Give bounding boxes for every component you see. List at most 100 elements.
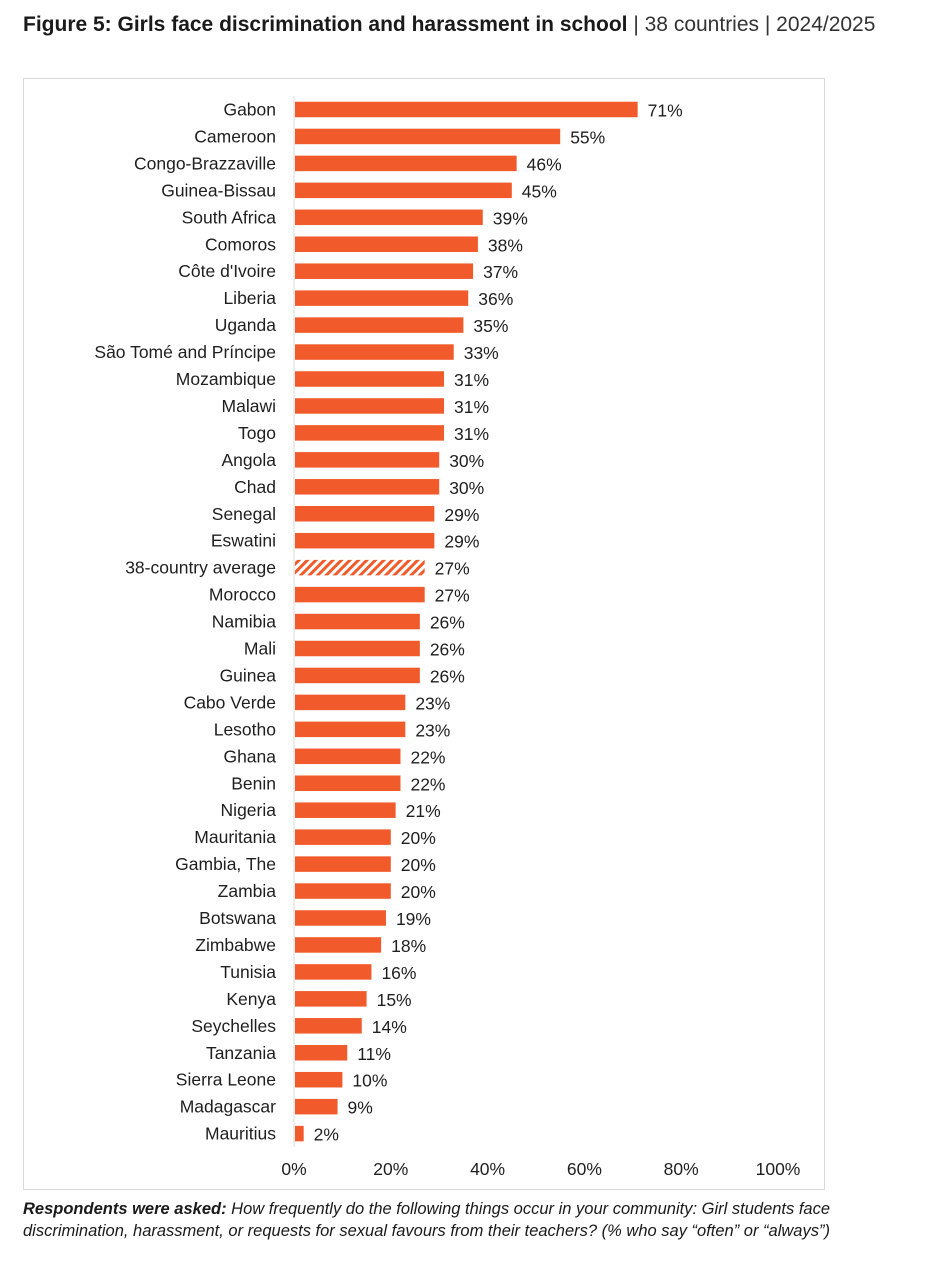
bar-row: Seychelles 14% [191, 1016, 406, 1037]
bar [295, 613, 420, 630]
bar-row: Côte d'Ivoire 37% [178, 261, 518, 282]
category-label: Tunisia [220, 962, 276, 982]
data-label: 11% [357, 1044, 391, 1064]
category-label: Namibia [212, 612, 276, 632]
data-label: 26% [430, 613, 465, 633]
bar-row: São Tomé and Príncipe 33% [94, 342, 498, 363]
footnote-lead: Respondents were asked: [23, 1200, 227, 1218]
data-label: 29% [444, 532, 479, 552]
data-label: 9% [348, 1098, 373, 1118]
bar-row: Ghana 22% [223, 746, 445, 767]
bar [295, 856, 391, 872]
bar [295, 344, 454, 360]
bar [295, 532, 435, 549]
category-label: Senegal [212, 504, 276, 524]
bar [295, 910, 386, 926]
figure-title-main: Figure 5: Girls face discrimination and … [23, 13, 628, 36]
bar-row: Sierra Leone 10% [176, 1070, 388, 1091]
footnote-text: How frequently do the following things o… [23, 1200, 831, 1240]
bar-row: Mauritius 2% [205, 1124, 339, 1145]
x-tick-label: 80% [664, 1159, 699, 1179]
category-label: Benin [231, 773, 276, 793]
category-label: Côte d'Ivoire [178, 261, 276, 281]
x-tick-label: 60% [567, 1159, 602, 1179]
category-label: São Tomé and Príncipe [94, 342, 276, 362]
bar [295, 209, 483, 226]
bar [295, 263, 474, 279]
data-label: 23% [415, 720, 450, 740]
footnote: Respondents were asked: How frequently d… [23, 1198, 918, 1242]
data-label: 36% [478, 289, 513, 309]
bar-row: Zimbabwe 18% [195, 935, 426, 956]
data-label: 10% [352, 1071, 387, 1091]
bar [295, 425, 445, 441]
bar-row: Lesotho 23% [214, 719, 451, 740]
bar-row: Malawi 31% [222, 396, 490, 417]
data-label: 38% [488, 235, 523, 255]
category-label: Gambia, The [175, 854, 276, 874]
category-label: Mauritania [194, 827, 276, 847]
data-label: 46% [527, 154, 562, 174]
bar [295, 1098, 338, 1115]
bar-row: Liberia 36% [223, 288, 513, 309]
bar-row: Nigeria 21% [221, 800, 441, 821]
data-label: 18% [391, 936, 426, 956]
data-label: 16% [381, 963, 416, 983]
bar-row: Guinea-Bissau 45% [161, 180, 557, 201]
category-label: Malawi [222, 396, 276, 416]
category-label: Guinea [220, 665, 277, 685]
data-label: 31% [454, 397, 489, 417]
bar [295, 452, 440, 468]
data-label: 30% [449, 478, 484, 498]
category-label: Botswana [199, 908, 276, 928]
category-label: Zimbabwe [195, 935, 276, 955]
bar-row: Comoros 38% [205, 234, 523, 255]
category-label: Eswatini [211, 531, 276, 551]
category-label: Tanzania [206, 1043, 276, 1063]
data-label: 20% [401, 882, 436, 902]
category-label: Lesotho [214, 719, 276, 739]
bar-row: Guinea 26% [220, 665, 465, 686]
category-label: Madagascar [180, 1097, 276, 1117]
bar-row: Cabo Verde 23% [184, 692, 451, 713]
category-label: Seychelles [191, 1016, 276, 1036]
bar [295, 101, 638, 118]
bar-row: Morocco 27% [209, 585, 470, 606]
bar [295, 1125, 304, 1142]
category-label: Cabo Verde [184, 692, 276, 712]
category-label: 38-country average [125, 558, 276, 578]
category-label: South Africa [182, 207, 277, 227]
bar [295, 829, 391, 845]
category-label: Mozambique [176, 369, 276, 389]
bar-row: Uganda 35% [215, 315, 509, 336]
bar [295, 371, 445, 387]
bar [295, 155, 517, 172]
data-label: 35% [473, 316, 508, 336]
data-label: 39% [493, 208, 528, 228]
bar [295, 1071, 343, 1088]
bar-row-average: 38-country average 27% [125, 558, 470, 579]
bar [295, 479, 440, 495]
category-label: Liberia [223, 288, 276, 308]
bar [295, 1045, 348, 1061]
data-label: 71% [648, 101, 683, 121]
bar-row: South Africa 39% [182, 207, 528, 228]
category-label: Uganda [215, 315, 277, 335]
bar [295, 667, 420, 684]
bar-row: Senegal 29% [212, 504, 480, 525]
category-label: Cameroon [194, 126, 276, 146]
bar [295, 236, 478, 252]
bar-average [295, 559, 425, 576]
data-label: 26% [430, 666, 465, 686]
data-label: 31% [454, 370, 489, 390]
data-label: 22% [410, 747, 445, 767]
bar [295, 937, 382, 953]
data-label: 20% [401, 828, 436, 848]
category-label: Mauritius [205, 1124, 276, 1144]
category-label: Zambia [218, 881, 277, 901]
bar [295, 802, 396, 818]
bar-row: Angola 30% [222, 450, 485, 471]
data-label: 23% [415, 693, 450, 713]
bar [295, 128, 561, 145]
bar [295, 964, 372, 980]
